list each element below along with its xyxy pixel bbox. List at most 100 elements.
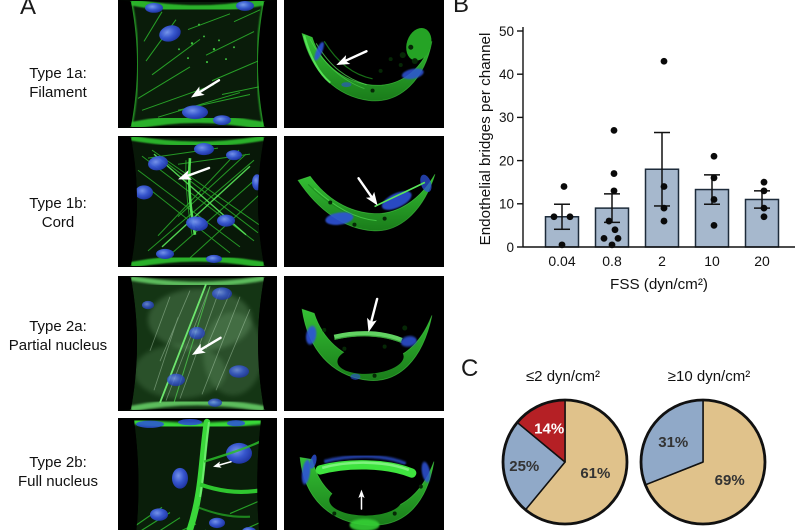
texture-mottling: [332, 484, 423, 516]
pie-title-high-fss: ≥10 dyn/cm²: [667, 368, 751, 385]
pie-title-low-fss: ≤2 dyn/cm²: [525, 368, 601, 385]
row-label-line: Partial nucleus: [8, 337, 108, 354]
texture-mottling: [328, 200, 387, 227]
row-label-line: Cord: [41, 214, 75, 231]
nucleus: [421, 461, 431, 483]
data-point: [760, 213, 768, 221]
x-tick-label: 0.04: [548, 253, 575, 269]
y-tick-label: 10: [499, 197, 514, 212]
annotation-arrow: [367, 297, 379, 333]
pie-slice-label: 14%: [534, 420, 564, 437]
y-tick-label: 20: [499, 153, 514, 168]
nucleus: [325, 212, 354, 225]
data-point: [610, 126, 618, 134]
data-point: [566, 213, 574, 221]
nucleus: [420, 174, 432, 193]
annotation-arrow: [191, 79, 221, 98]
data-point: [710, 174, 718, 182]
pie-slice-label: 69%: [715, 472, 745, 489]
annotation-arrow: [357, 177, 378, 206]
annotation-arrow: [178, 166, 211, 180]
nucleus: [305, 325, 317, 345]
row-label-type-2a: Type 2a: Partial nucleus: [0, 317, 116, 355]
micrograph-type-2b-cross-section: [284, 418, 444, 530]
row-label-type-2b: Type 2b: Full nucleus: [0, 453, 116, 491]
data-point: [611, 226, 619, 234]
x-tick-label: 2: [658, 253, 666, 269]
y-tick-label: 40: [499, 67, 514, 82]
pie-slice-label: 31%: [658, 434, 688, 451]
data-point: [660, 57, 668, 65]
data-point: [710, 152, 718, 160]
row-label-line: Type 2b:: [29, 454, 87, 471]
cord: [374, 181, 426, 208]
bridge-filament: [159, 283, 207, 404]
y-tick-label: 0: [506, 240, 514, 255]
pie-slice-label: 25%: [509, 458, 539, 475]
nuclei: [142, 287, 249, 407]
annotation-arrow: [192, 336, 222, 355]
data-point: [560, 183, 568, 190]
nuclei: [135, 143, 262, 263]
data-point: [605, 217, 613, 225]
y-axis-title: Endothelial bridges per channel: [477, 33, 494, 246]
bridge: [333, 331, 403, 343]
data-point: [710, 222, 718, 229]
row-label-line: Type 1b:: [29, 195, 87, 212]
nucleus: [301, 459, 311, 485]
panel-a-letter: A: [20, 0, 37, 20]
data-point: [760, 204, 768, 212]
bridge: [315, 460, 417, 478]
texture-mottling: [322, 325, 408, 378]
row-label-line: Full nucleus: [17, 473, 99, 490]
row-label-line: Type 1a:: [29, 65, 87, 82]
pie-charts: 61% 25% 14% 69% 31%: [501, 398, 767, 526]
nucleus-streak: [323, 454, 407, 466]
micrograph-type-1b-top-view: [118, 136, 277, 267]
micrograph-type-2a-top-view: [118, 276, 277, 411]
row-label-line: Filament: [29, 84, 87, 101]
actin-filaments: [149, 286, 251, 401]
cord-branch: [199, 482, 259, 494]
data-point: [710, 196, 718, 203]
row-label-type-1a: Type 1a: Filament: [0, 64, 116, 102]
x-tick-label: 0.8: [602, 253, 622, 269]
nuclei: [145, 0, 254, 126]
bright-blob: [349, 518, 380, 530]
panel-b-letter: B: [453, 0, 470, 18]
cord-trunk: [186, 418, 211, 530]
data-point: [610, 187, 618, 195]
nuclei-top-edge: [136, 419, 245, 428]
x-axis-title: FSS (dyn/cm²): [610, 276, 708, 293]
micrograph-type-1a-cross-section: [284, 0, 444, 128]
nucleus: [309, 454, 317, 469]
channel-lumen: [337, 344, 404, 374]
nucleus: [381, 191, 412, 210]
data-point: [600, 234, 608, 242]
data-point: [660, 204, 668, 212]
data-point: [610, 170, 618, 177]
pie-slice-label: 61%: [580, 465, 610, 482]
nucleus: [350, 373, 361, 380]
x-tick-label: 10: [704, 253, 720, 269]
data-point: [760, 187, 768, 195]
micrograph-type-2b-top-view: [118, 418, 277, 530]
texture-mottling: [370, 44, 418, 93]
row-label-line: Type 2a:: [29, 318, 87, 335]
data-point: [660, 217, 668, 225]
x-tick-label: 20: [754, 253, 770, 269]
annotation-arrow: [358, 489, 365, 510]
pie-outline: [639, 398, 767, 526]
row-label-type-1b: Type 1b: Cord: [0, 194, 116, 232]
data-point: [614, 234, 622, 242]
data-point: [660, 183, 668, 190]
speckles: [178, 23, 235, 64]
nucleus: [401, 68, 424, 80]
data-point: [760, 178, 768, 186]
micrograph-type-1a-top-view: [118, 0, 277, 128]
data-point: [550, 213, 558, 221]
nucleus: [341, 82, 352, 88]
bar-chart: 0 10 20 30 40 50 0.04 0.8 2 10 20 FSS (dyn/cm²) Endo…: [477, 24, 795, 293]
y-tick-label: 30: [499, 110, 514, 125]
